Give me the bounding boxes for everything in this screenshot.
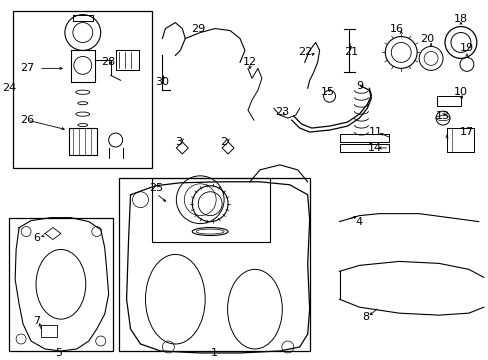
Text: 17: 17 (459, 127, 473, 137)
Text: 10: 10 (453, 87, 467, 97)
Text: 3: 3 (175, 137, 182, 147)
Text: 12: 12 (243, 57, 257, 67)
Text: 15: 15 (320, 87, 334, 97)
Text: 16: 16 (389, 23, 404, 33)
Text: 13: 13 (435, 111, 449, 121)
Text: 2: 2 (220, 137, 227, 147)
Text: 9: 9 (355, 81, 362, 91)
Bar (152, 178, 269, 242)
Bar (119, 178, 309, 351)
Text: 1: 1 (210, 348, 217, 358)
Text: 22: 22 (298, 48, 312, 58)
Text: 20: 20 (419, 33, 433, 44)
Bar (13, 11, 152, 168)
Text: 29: 29 (191, 23, 205, 33)
Text: 14: 14 (367, 143, 382, 153)
Text: 23: 23 (274, 107, 288, 117)
Text: 21: 21 (344, 48, 358, 58)
Text: 26: 26 (20, 115, 34, 125)
Text: 27: 27 (20, 63, 34, 73)
Text: 5: 5 (55, 348, 62, 358)
Text: 28: 28 (102, 57, 116, 67)
Text: 11: 11 (367, 127, 382, 137)
Bar (9, 218, 112, 351)
Text: 6: 6 (34, 233, 41, 243)
Text: 7: 7 (33, 316, 41, 326)
Text: 30: 30 (155, 77, 169, 87)
Text: 4: 4 (355, 217, 362, 226)
Text: 24: 24 (2, 83, 16, 93)
Text: 25: 25 (149, 183, 163, 193)
Text: 18: 18 (453, 14, 467, 24)
Text: 8: 8 (361, 312, 368, 322)
Text: 19: 19 (459, 44, 473, 53)
